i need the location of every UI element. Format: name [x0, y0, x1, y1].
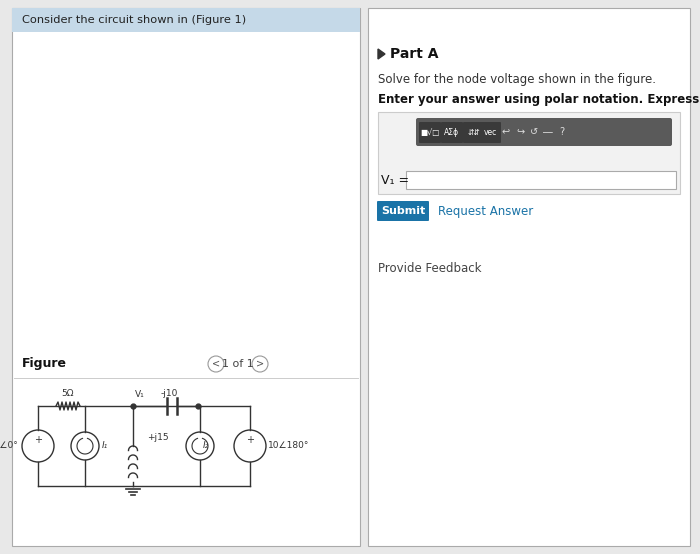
FancyBboxPatch shape [441, 122, 463, 143]
Text: ―: ― [543, 127, 553, 137]
Text: 5Ω: 5Ω [62, 389, 74, 398]
Text: ↪: ↪ [516, 127, 524, 137]
Text: -j10: -j10 [161, 389, 178, 398]
FancyBboxPatch shape [12, 8, 360, 32]
Text: ?: ? [559, 127, 565, 137]
Text: I₁: I₁ [102, 442, 108, 450]
Circle shape [22, 430, 54, 462]
Text: ↩: ↩ [502, 127, 510, 137]
FancyBboxPatch shape [406, 171, 676, 189]
FancyBboxPatch shape [378, 112, 680, 194]
Polygon shape [378, 49, 385, 59]
Text: +j15: +j15 [147, 433, 169, 443]
Text: 10∠180°: 10∠180° [268, 442, 309, 450]
FancyBboxPatch shape [479, 122, 501, 143]
Text: Consider the circuit shown in (Figure 1): Consider the circuit shown in (Figure 1) [22, 15, 246, 25]
Text: I₂: I₂ [203, 442, 209, 450]
Text: vec: vec [484, 128, 496, 137]
Text: ■√□: ■√□ [420, 128, 440, 137]
FancyBboxPatch shape [377, 201, 429, 221]
Circle shape [252, 356, 268, 372]
Text: ↺: ↺ [530, 127, 538, 137]
Text: +: + [246, 435, 254, 445]
FancyBboxPatch shape [12, 8, 360, 546]
Text: ⇵⇵: ⇵⇵ [468, 128, 480, 137]
Text: 1 of 1: 1 of 1 [222, 359, 254, 369]
Text: 20∠0°: 20∠0° [0, 442, 18, 450]
Text: V₁: V₁ [135, 390, 145, 399]
Text: Solve for the node voltage shown in the figure.: Solve for the node voltage shown in the … [378, 74, 656, 86]
Text: >: > [256, 359, 264, 369]
Text: Provide Feedback: Provide Feedback [378, 263, 482, 275]
FancyBboxPatch shape [368, 8, 690, 546]
FancyBboxPatch shape [463, 122, 485, 143]
Circle shape [208, 356, 224, 372]
Text: Request Answer: Request Answer [438, 204, 533, 218]
Text: Enter your answer using polar notation. Express argument in degrees.: Enter your answer using polar notation. … [378, 93, 700, 105]
Text: <: < [212, 359, 220, 369]
Text: Figure: Figure [22, 357, 67, 371]
Circle shape [71, 432, 99, 460]
Text: ΑΣϕ: ΑΣϕ [444, 128, 460, 137]
FancyBboxPatch shape [419, 122, 441, 143]
Text: V₁ =: V₁ = [381, 173, 409, 187]
Text: +: + [34, 435, 42, 445]
FancyBboxPatch shape [416, 118, 672, 146]
Text: Part A: Part A [390, 47, 438, 61]
Circle shape [234, 430, 266, 462]
Circle shape [186, 432, 214, 460]
Text: Submit: Submit [381, 206, 425, 216]
